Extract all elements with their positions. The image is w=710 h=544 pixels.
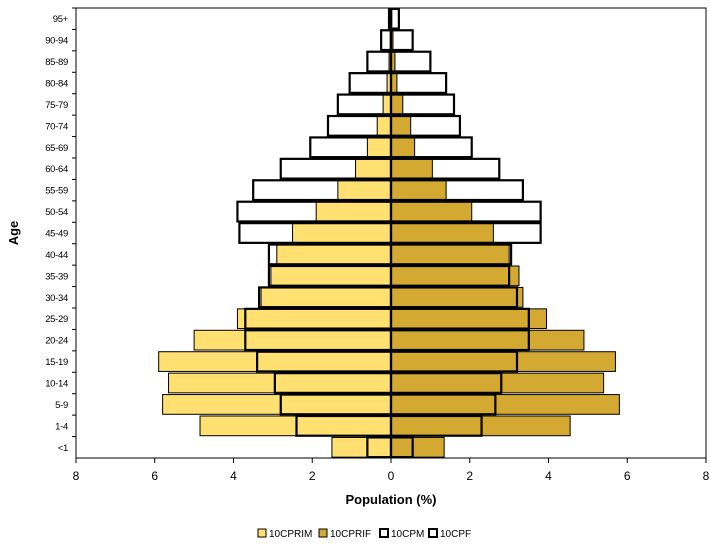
y-tick-label: 45-49: [45, 229, 68, 240]
bar-10cprim-2: [162, 394, 392, 415]
x-tick-label: 8: [703, 469, 710, 483]
y-tick-label: 1-4: [55, 421, 68, 432]
bar-10cprim-6: [236, 308, 392, 330]
bar-10cprim-7: [260, 286, 392, 308]
bar-10cprim-0: [331, 436, 392, 458]
y-tick-label: 15-19: [45, 357, 68, 368]
bar-10cprim-11: [315, 201, 392, 222]
y-tick-label: 75-79: [45, 100, 68, 111]
bar-10cprim-14: [366, 136, 392, 158]
y-axis-title: Age: [6, 221, 21, 246]
y-tick-label: 50-54: [45, 207, 68, 218]
x-tick-label: 0: [388, 469, 395, 483]
bar-10cprim-15: [376, 115, 392, 137]
bar-10cprif-5: [390, 329, 585, 351]
bar-10cprim-13: [355, 158, 392, 180]
bar-10cprim-16: [382, 94, 392, 115]
y-tick-label: 10-14: [45, 379, 68, 390]
legend-swatch: [257, 528, 267, 538]
x-tick-label: 4: [545, 469, 552, 483]
bar-10cprif-7: [390, 286, 524, 308]
y-tick-label: <1: [58, 443, 68, 454]
bar-10cprif-0: [390, 436, 445, 458]
bar-10cprif-3: [390, 372, 605, 394]
bar-10cprim-12: [337, 179, 392, 201]
legend-label: 10CPM: [391, 529, 424, 540]
legend-label: 10CPRIM: [269, 529, 312, 540]
y-tick-label: 95+: [53, 14, 69, 25]
bar-10cprif-4: [390, 351, 616, 372]
x-axis-tick-labels: 8 6 4 2 0 2 4 6 8: [73, 458, 710, 483]
legend-label: 10CPF: [440, 529, 471, 540]
bar-10cprif-6: [390, 308, 548, 330]
x-tick-label: 8: [73, 469, 80, 483]
y-axis-tick-labels: <1 1-4 5-9 10-14 15-19 20-24 25-29 30-34 35-39 40…: [45, 7, 76, 454]
y-tick-label: 5-9: [55, 400, 68, 411]
x-tick-label: 4: [230, 469, 237, 483]
bar-10cprim-5: [193, 329, 392, 351]
legend-swatch: [379, 528, 389, 538]
y-tick-label: 40-44: [45, 250, 68, 261]
y-tick-label: 60-64: [45, 164, 68, 175]
y-tick-label: 55-59: [45, 186, 68, 197]
x-tick-label: 6: [624, 469, 631, 483]
bar-10cprif-16: [390, 94, 404, 115]
legend-label: 10CPRIF: [330, 529, 371, 540]
y-tick-label: 80-84: [45, 79, 68, 90]
bar-10cpm-19: [380, 29, 393, 52]
legend-swatch: [318, 528, 328, 538]
bar-10cpm-18: [366, 50, 393, 73]
bar-10cprim-3: [168, 372, 392, 394]
bar-10cprif-2: [390, 394, 620, 415]
bar-10cpm-17: [348, 72, 393, 94]
bar-10cprif-10: [390, 222, 494, 244]
y-tick-label: 65-69: [45, 143, 68, 154]
bar-10cpf-18: [389, 50, 432, 73]
filled-bars-group: [158, 8, 620, 458]
bar-10cprif-11: [390, 201, 473, 222]
legend-swatch: [428, 528, 438, 538]
legend: 10CPRIM 10CPRIF 10CPM 10CPF: [257, 528, 471, 540]
x-tick-label: 2: [466, 469, 473, 483]
y-tick-label: 70-74: [45, 121, 68, 132]
y-tick-label: 25-29: [45, 314, 68, 325]
bar-10cprif-13: [390, 158, 433, 180]
y-tick-label: 85-89: [45, 57, 68, 68]
y-tick-label: 20-24: [45, 336, 68, 347]
bar-10cprim-10: [292, 222, 392, 244]
bar-10cprif-15: [390, 115, 412, 137]
bar-10cpf-19: [389, 29, 414, 52]
bar-10cprif-12: [390, 179, 447, 201]
x-axis-title: Population (%): [346, 492, 437, 507]
bar-10cprim-8: [270, 265, 392, 287]
bar-10cprim-9: [276, 244, 392, 265]
y-tick-label: 90-94: [45, 36, 68, 47]
bar-10cpf-17: [389, 72, 448, 94]
x-tick-label: 2: [309, 469, 316, 483]
y-tick-label: 30-34: [45, 293, 68, 304]
bar-10cprif-9: [390, 244, 510, 265]
x-tick-label: 6: [151, 469, 158, 483]
y-tick-label: 35-39: [45, 271, 68, 282]
bar-10cprif-14: [390, 136, 416, 158]
bar-10cprim-4: [158, 351, 392, 372]
bar-10cprif-8: [390, 265, 520, 287]
